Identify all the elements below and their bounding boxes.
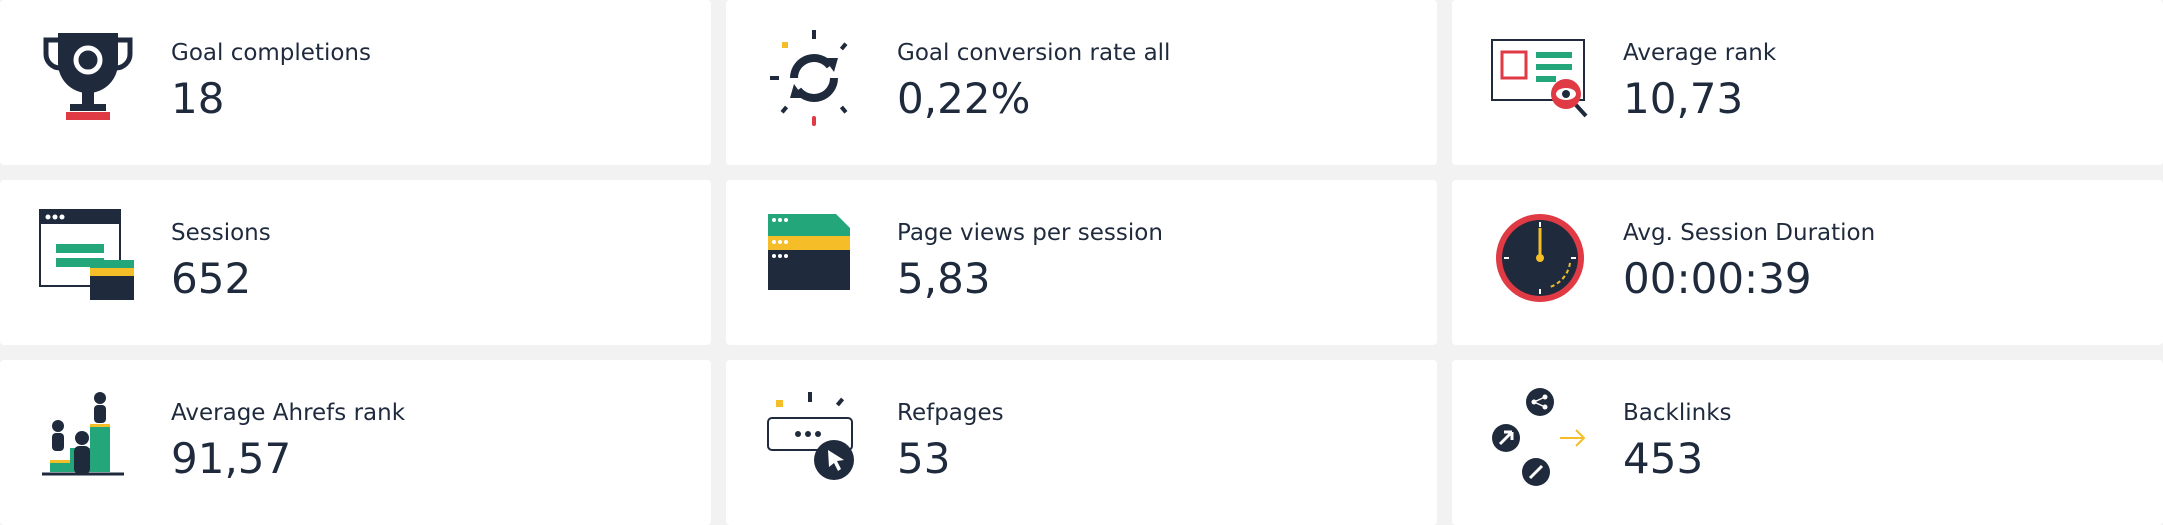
kpi-value: 5,83	[897, 254, 991, 303]
kpi-value: 91,57	[171, 434, 292, 483]
refpages-icon	[767, 392, 854, 480]
pageviews-icon	[768, 214, 850, 290]
kpi-value: 652	[171, 254, 252, 303]
kpi-label: Average Ahrefs rank	[171, 400, 406, 426]
kpi-card: Page views per session 5,83	[726, 180, 1437, 345]
kpi-card: Backlinks 453	[1452, 360, 2163, 525]
kpi-card: Goal conversion rate all 0,22%	[726, 0, 1437, 165]
kpi-card: Refpages 53	[726, 360, 1437, 525]
kpi-label: Avg. Session Duration	[1623, 220, 1876, 246]
kpi-value: 10,73	[1623, 74, 1744, 123]
kpi-value: 453	[1623, 434, 1704, 483]
kpi-card: Goal completions 18	[0, 0, 711, 165]
ahrefs-rank-icon	[42, 392, 124, 476]
kpi-label: Sessions	[171, 220, 271, 246]
kpi-label: Page views per session	[897, 220, 1163, 246]
kpi-card: Average rank 10,73	[1452, 0, 2163, 165]
kpi-card: Average Ahrefs rank 91,57	[0, 360, 711, 525]
sessions-icon	[39, 209, 134, 300]
kpi-value: 0,22%	[897, 74, 1031, 123]
kpi-label: Goal completions	[171, 40, 371, 66]
rank-icon	[1491, 39, 1588, 118]
kpi-card: Sessions 652	[0, 180, 711, 345]
kpi-label: Average rank	[1623, 40, 1777, 66]
kpi-label: Goal conversion rate all	[897, 40, 1171, 66]
kpi-value: 53	[897, 434, 951, 483]
conversion-icon	[770, 30, 848, 126]
backlinks-icon	[1492, 388, 1586, 486]
kpi-value: 00:00:39	[1623, 254, 1812, 303]
kpi-label: Backlinks	[1623, 400, 1732, 426]
trophy-icon	[43, 33, 133, 120]
kpi-value: 18	[171, 74, 225, 123]
clock-icon	[1496, 214, 1584, 302]
kpi-card: Avg. Session Duration 00:00:39	[1452, 180, 2163, 345]
kpi-label: Refpages	[897, 400, 1004, 426]
